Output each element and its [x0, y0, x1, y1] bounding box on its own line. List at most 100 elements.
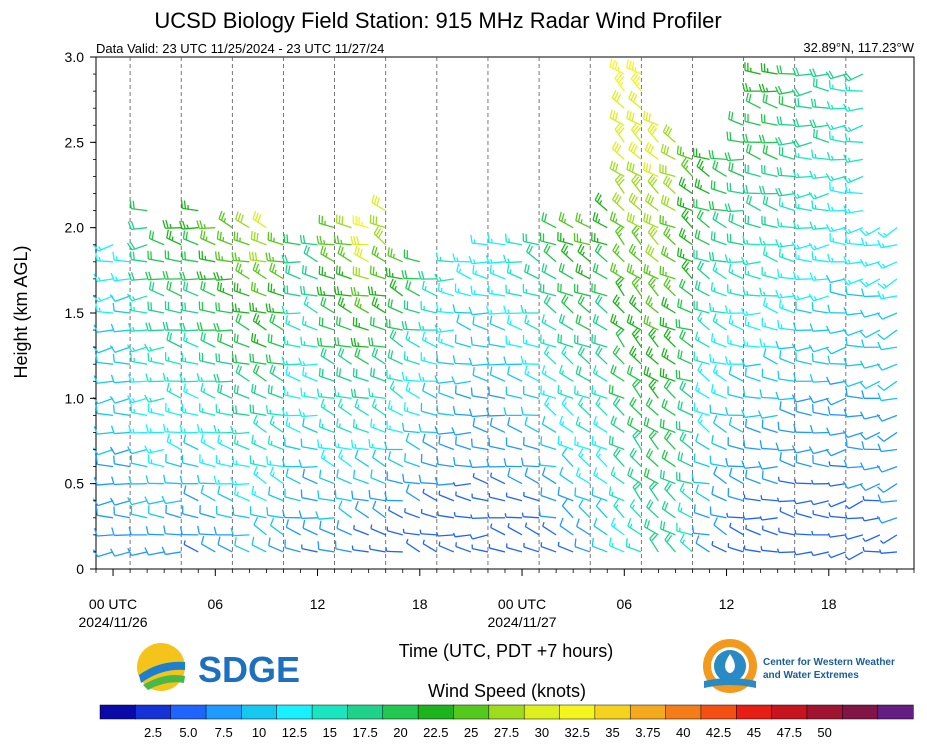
- barb-feather: [144, 394, 150, 403]
- barb-feather: [162, 220, 166, 229]
- barb-feather: [632, 429, 640, 437]
- barb-feather: [632, 145, 638, 154]
- data-valid-text: Data Valid: 23 UTC 11/25/2024 - 23 UTC 1…: [96, 41, 384, 56]
- barb-half-feather: [615, 320, 618, 325]
- barb-feather: [810, 98, 814, 107]
- barb-shaft: [881, 397, 898, 402]
- barb-shaft: [97, 380, 114, 384]
- wind-barb: [762, 195, 778, 212]
- barb-shaft: [863, 295, 880, 298]
- wind-barb: [420, 453, 438, 468]
- barb-half-feather: [132, 428, 135, 434]
- wind-barb: [389, 278, 404, 297]
- wind-barb: [842, 124, 864, 133]
- wind-barb: [166, 280, 182, 297]
- barb-feather: [303, 296, 308, 305]
- wind-barb: [316, 388, 335, 399]
- wind-barb: [726, 233, 744, 246]
- barb-shaft: [694, 461, 710, 468]
- wind-barb: [795, 454, 812, 468]
- barb-feather: [661, 347, 666, 356]
- barb-shaft: [829, 413, 846, 417]
- barb-shaft: [148, 500, 165, 505]
- barb-half-feather: [288, 422, 291, 427]
- barb-feather: [286, 285, 289, 294]
- barb-feather: [145, 424, 149, 433]
- barb-feather: [815, 129, 818, 139]
- barb-feather: [557, 486, 560, 496]
- barb-feather: [575, 467, 580, 476]
- wind-barb: [626, 365, 642, 382]
- wind-barb: [213, 373, 233, 383]
- wind-barb: [488, 543, 506, 553]
- barb-shaft: [864, 517, 881, 522]
- wind-barb: [472, 265, 489, 280]
- wind-barb: [337, 398, 352, 416]
- wind-barb: [724, 254, 744, 264]
- barb-feather: [356, 349, 361, 358]
- wind-barb: [574, 436, 591, 451]
- barb-feather: [842, 175, 849, 184]
- barb-shaft: [165, 512, 182, 519]
- barb-half-feather: [666, 303, 669, 309]
- barb-feather: [615, 449, 621, 458]
- barb-half-feather: [814, 153, 817, 159]
- wind-barb: [859, 411, 881, 420]
- barb-feather: [616, 73, 623, 82]
- wind-barb: [693, 504, 710, 519]
- wind-barb: [214, 251, 233, 263]
- barb-feather: [731, 214, 734, 223]
- wind-barb: [808, 446, 829, 455]
- wind-barb: [826, 151, 846, 161]
- barb-half-feather: [302, 412, 306, 417]
- barb-feather: [795, 67, 800, 76]
- barb-shaft: [795, 309, 812, 314]
- barb-feather: [643, 161, 646, 171]
- wind-barb: [711, 485, 727, 502]
- barb-feather: [711, 485, 714, 495]
- wind-barb: [405, 331, 421, 348]
- barb-feather: [371, 347, 376, 356]
- barb-feather: [613, 92, 619, 100]
- barb-feather: [711, 435, 714, 444]
- barb-feather: [662, 419, 665, 429]
- barb-half-feather: [219, 439, 222, 445]
- barb-feather: [646, 499, 652, 508]
- wind-barb: [469, 534, 489, 540]
- wind-barb: [148, 281, 165, 297]
- wind-barb: [595, 345, 608, 365]
- barb-feather: [742, 286, 746, 295]
- barb-feather: [877, 494, 882, 503]
- barb-feather: [352, 418, 355, 428]
- barb-feather: [763, 63, 766, 72]
- wind-barb: [745, 143, 761, 160]
- barb-feather: [714, 212, 719, 221]
- barb-shaft: [455, 494, 472, 502]
- barb-half-feather: [796, 275, 800, 280]
- barb-feather: [151, 231, 155, 240]
- wind-barb: [112, 404, 131, 417]
- barb-feather: [646, 418, 650, 427]
- barb-feather: [696, 260, 702, 269]
- barb-shaft: [523, 393, 540, 399]
- barb-feather: [145, 475, 149, 484]
- barb-feather: [543, 294, 549, 303]
- wind-barb: [315, 511, 335, 520]
- barb-feather: [844, 235, 848, 244]
- barb-feather: [320, 296, 324, 305]
- wind-barb: [230, 476, 250, 486]
- barb-feather: [249, 404, 252, 413]
- barb-feather: [647, 143, 652, 153]
- barb-feather: [662, 521, 666, 531]
- wind-barb: [112, 302, 131, 314]
- y-axis-label: Height (km AGL): [11, 245, 31, 378]
- barb-shaft: [97, 329, 114, 333]
- barb-feather: [126, 293, 133, 302]
- barb-feather: [792, 169, 797, 178]
- barb-feather: [649, 145, 654, 154]
- wind-barb: [629, 345, 642, 365]
- wind-barb: [110, 374, 131, 384]
- barb-half-feather: [634, 233, 639, 238]
- barb-feather: [843, 459, 848, 468]
- wind-barb: [267, 231, 284, 246]
